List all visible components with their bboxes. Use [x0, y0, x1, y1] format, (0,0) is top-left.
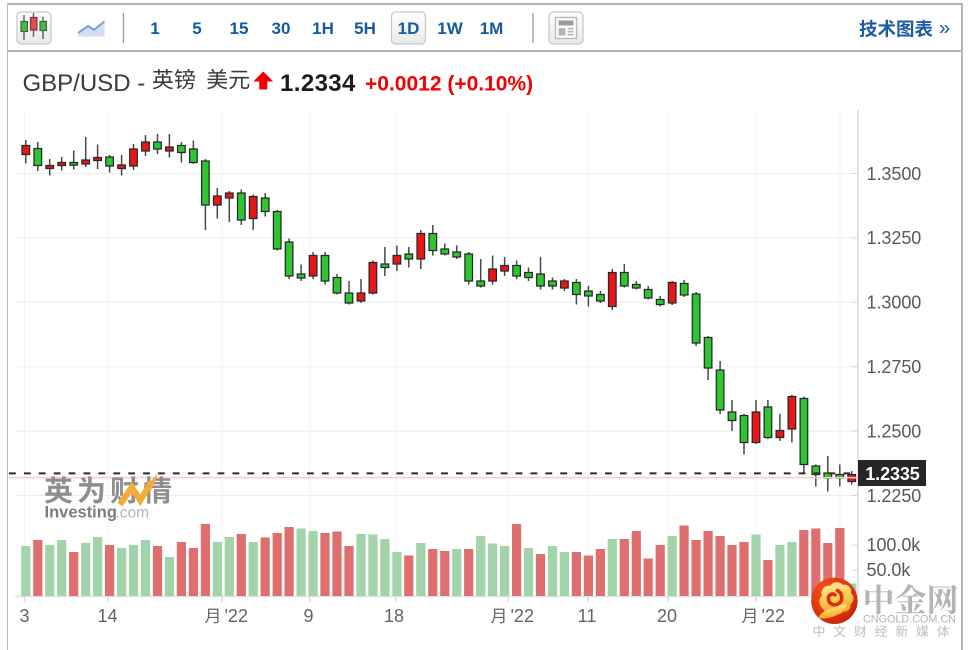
svg-text:50.0k: 50.0k	[867, 560, 912, 580]
svg-text:18: 18	[384, 606, 404, 626]
svg-text:1.3500: 1.3500	[867, 164, 922, 184]
svg-text:1W: 1W	[437, 19, 463, 38]
svg-text:5: 5	[192, 19, 201, 38]
svg-text:1: 1	[150, 19, 159, 38]
svg-text:1.3000: 1.3000	[867, 293, 922, 313]
svg-text:9: 9	[303, 606, 313, 626]
svg-text:1.2334: 1.2334	[280, 70, 356, 97]
svg-text:.com: .com	[116, 505, 150, 522]
svg-text:»: »	[939, 18, 950, 40]
svg-text:1M: 1M	[480, 19, 504, 38]
svg-text:+0.0012 (+0.10%): +0.0012 (+0.10%)	[365, 73, 533, 96]
svg-text:20: 20	[657, 606, 677, 626]
svg-text:GBP/USD -: GBP/USD -	[23, 70, 146, 97]
svg-text:14: 14	[97, 606, 117, 626]
svg-text:1D: 1D	[398, 19, 420, 38]
svg-text:100.0k: 100.0k	[867, 535, 922, 555]
svg-text:'22: '22	[511, 606, 534, 626]
svg-text:11: 11	[578, 606, 597, 626]
svg-text:1.2335: 1.2335	[865, 464, 920, 484]
svg-text:'22: '22	[762, 606, 785, 626]
svg-text:1.2250: 1.2250	[867, 486, 922, 506]
svg-text:'22: '22	[225, 606, 248, 626]
svg-text:Investing: Investing	[45, 504, 117, 522]
svg-text:30: 30	[272, 19, 291, 38]
svg-text:5H: 5H	[354, 19, 376, 38]
svg-text:CNGOLD.COM.CN: CNGOLD.COM.CN	[863, 614, 956, 626]
svg-text:1.2750: 1.2750	[867, 357, 922, 377]
svg-text:3: 3	[19, 606, 29, 626]
svg-text:1.2500: 1.2500	[867, 421, 922, 441]
svg-text:15: 15	[230, 19, 249, 38]
svg-text:1.3250: 1.3250	[867, 228, 922, 248]
svg-text:1H: 1H	[312, 19, 334, 38]
